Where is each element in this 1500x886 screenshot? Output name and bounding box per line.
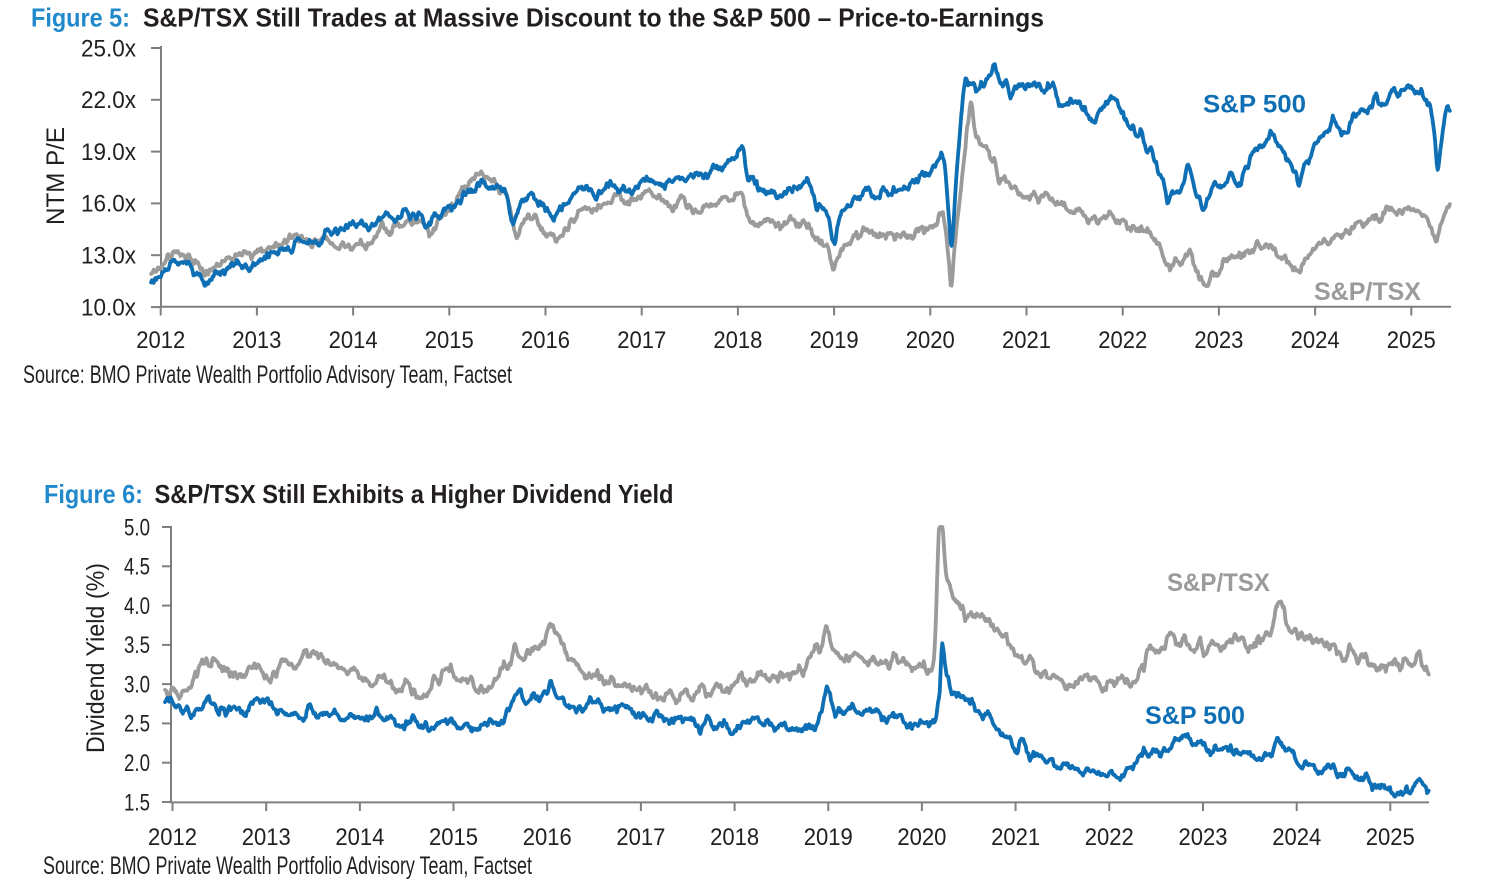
svg-text:S&P/TSX Still Trades at Massiv: S&P/TSX Still Trades at Massive Discount… <box>143 3 1044 33</box>
svg-text:NTM P/E: NTM P/E <box>42 127 70 225</box>
svg-text:Dividend Yield (%): Dividend Yield (%) <box>82 563 110 753</box>
svg-text:2012: 2012 <box>136 327 185 354</box>
svg-text:2.0: 2.0 <box>124 750 150 777</box>
svg-text:2016: 2016 <box>521 327 570 354</box>
svg-text:3.5: 3.5 <box>124 632 150 659</box>
svg-text:2020: 2020 <box>897 824 946 851</box>
svg-text:Source: BMO Private Wealth Por: Source: BMO Private Wealth Portfolio Adv… <box>23 361 512 389</box>
svg-text:22.0x: 22.0x <box>81 87 136 114</box>
svg-text:3.0: 3.0 <box>124 671 150 698</box>
svg-text:2015: 2015 <box>425 327 474 354</box>
svg-text:2013: 2013 <box>242 824 291 851</box>
svg-text:Figure 6:: Figure 6: <box>44 479 143 509</box>
svg-text:S&P 500: S&P 500 <box>1203 91 1306 119</box>
svg-text:2022: 2022 <box>1098 327 1147 354</box>
svg-text:Source: BMO Private Wealth Por: Source: BMO Private Wealth Portfolio Adv… <box>43 852 532 880</box>
svg-text:2021: 2021 <box>1002 327 1051 354</box>
svg-text:2014: 2014 <box>329 327 378 354</box>
svg-text:2014: 2014 <box>335 824 384 851</box>
svg-text:2012: 2012 <box>148 824 197 851</box>
svg-text:5.0: 5.0 <box>124 514 150 541</box>
svg-text:2024: 2024 <box>1291 327 1340 354</box>
svg-text:2017: 2017 <box>617 327 666 354</box>
svg-text:1.5: 1.5 <box>124 789 150 816</box>
svg-text:19.0x: 19.0x <box>81 139 136 166</box>
svg-text:10.0x: 10.0x <box>81 294 136 321</box>
svg-text:S&P/TSX: S&P/TSX <box>1167 569 1270 597</box>
svg-text:2013: 2013 <box>232 327 281 354</box>
svg-text:2019: 2019 <box>810 327 859 354</box>
svg-text:2.5: 2.5 <box>124 711 150 738</box>
svg-text:2017: 2017 <box>616 824 665 851</box>
svg-text:2018: 2018 <box>710 824 759 851</box>
svg-text:S&P/TSX: S&P/TSX <box>1314 278 1421 306</box>
svg-text:2019: 2019 <box>804 824 853 851</box>
svg-text:2018: 2018 <box>713 327 762 354</box>
svg-text:S&P 500: S&P 500 <box>1145 702 1245 730</box>
svg-text:16.0x: 16.0x <box>81 191 136 218</box>
svg-text:25.0x: 25.0x <box>81 35 136 62</box>
svg-text:2016: 2016 <box>523 824 572 851</box>
svg-text:2025: 2025 <box>1366 824 1415 851</box>
svg-text:2020: 2020 <box>906 327 955 354</box>
svg-text:4.0: 4.0 <box>124 593 150 620</box>
svg-text:4.5: 4.5 <box>124 554 150 581</box>
svg-text:2025: 2025 <box>1387 327 1436 354</box>
svg-text:Figure 5:: Figure 5: <box>31 3 130 33</box>
svg-text:2022: 2022 <box>1085 824 1134 851</box>
svg-text:2023: 2023 <box>1194 327 1243 354</box>
svg-text:2023: 2023 <box>1179 824 1228 851</box>
svg-text:13.0x: 13.0x <box>81 243 136 270</box>
svg-text:2021: 2021 <box>991 824 1040 851</box>
svg-text:S&P/TSX Still Exhibits a Highe: S&P/TSX Still Exhibits a Higher Dividend… <box>155 479 674 509</box>
svg-text:2024: 2024 <box>1272 824 1321 851</box>
svg-text:2015: 2015 <box>429 824 478 851</box>
